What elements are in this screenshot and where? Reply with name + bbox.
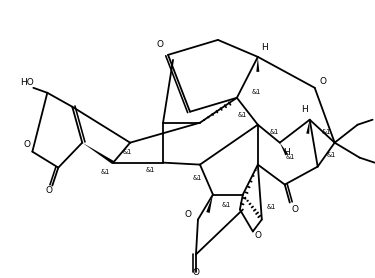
Text: O: O (254, 231, 261, 240)
Text: H: H (261, 43, 268, 52)
Text: &1: &1 (252, 89, 261, 95)
Polygon shape (256, 57, 259, 72)
Polygon shape (82, 143, 114, 164)
Text: O: O (192, 268, 200, 277)
Text: H: H (284, 148, 290, 157)
Text: &1: &1 (270, 129, 279, 135)
Polygon shape (306, 120, 310, 134)
Text: &1: &1 (322, 129, 331, 135)
Text: &1: &1 (285, 154, 295, 160)
Text: &1: &1 (222, 202, 231, 207)
Text: &1: &1 (101, 168, 110, 175)
Polygon shape (206, 195, 213, 213)
Text: &1: &1 (146, 167, 155, 173)
Text: O: O (157, 40, 164, 49)
Text: O: O (291, 205, 298, 214)
Text: O: O (24, 140, 31, 149)
Text: &1: &1 (238, 112, 247, 118)
Polygon shape (280, 143, 288, 155)
Text: O: O (46, 186, 53, 195)
Text: &1: &1 (123, 149, 132, 155)
Text: H: H (302, 105, 308, 114)
Text: O: O (185, 210, 192, 219)
Text: &1: &1 (267, 203, 276, 210)
Text: &1: &1 (327, 152, 336, 158)
Text: &1: &1 (193, 175, 202, 181)
Text: HO: HO (20, 78, 34, 87)
Text: O: O (320, 77, 327, 86)
